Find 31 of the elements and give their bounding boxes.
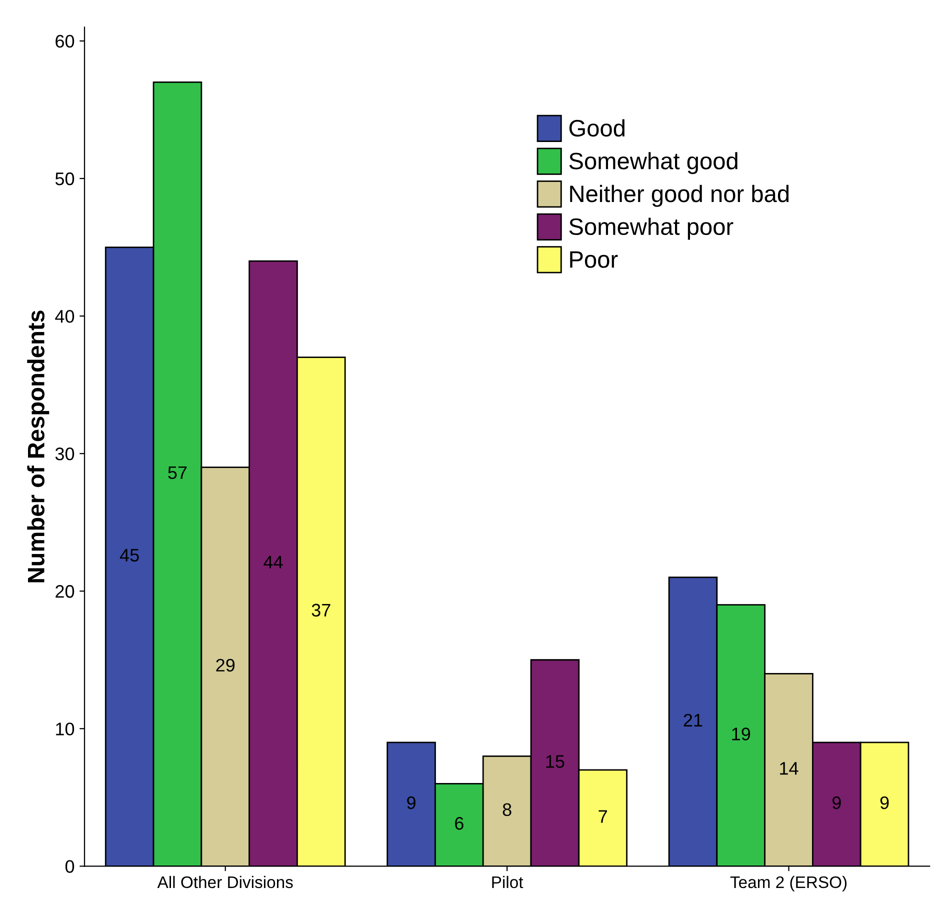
legend-label: Neither good nor bad xyxy=(570,184,789,207)
legend-label: Somewhat poor xyxy=(569,218,734,240)
legend-label: Poor xyxy=(570,251,618,268)
x-tick-label: Pilot xyxy=(492,876,524,888)
y-tick-label: 0 xyxy=(65,860,74,873)
data-label: 29 xyxy=(216,658,235,672)
data-label: 14 xyxy=(780,762,798,775)
data-label: 37 xyxy=(312,604,330,617)
y-tick-label: 10 xyxy=(56,722,74,736)
y-tick-label: 30 xyxy=(55,448,74,460)
data-label: 21 xyxy=(684,714,702,726)
y-tick-label: 50 xyxy=(55,172,74,186)
y-tick-label: 40 xyxy=(55,310,74,323)
legend-label: Good xyxy=(569,119,624,137)
y-axis-title: Number of Respondents xyxy=(27,310,50,582)
data-label: 8 xyxy=(502,803,512,816)
data-label: 9 xyxy=(880,796,889,810)
data-label: 15 xyxy=(546,755,564,768)
x-tick-label: Team 2 (ERSO) xyxy=(730,876,847,892)
y-tick-label: 20 xyxy=(56,585,74,598)
data-label: 44 xyxy=(264,556,283,568)
legend-label: Somewhat good xyxy=(569,152,738,174)
y-tick-label: 60 xyxy=(56,34,74,48)
data-label: 6 xyxy=(455,816,464,830)
data-label: 7 xyxy=(598,810,607,823)
data-label: 19 xyxy=(732,728,750,740)
data-label: 45 xyxy=(120,548,139,562)
x-tick-label: All Other Divisions xyxy=(157,876,293,888)
data-label: 57 xyxy=(168,466,187,480)
data-label: 9 xyxy=(832,796,841,810)
data-label: 9 xyxy=(407,796,416,810)
